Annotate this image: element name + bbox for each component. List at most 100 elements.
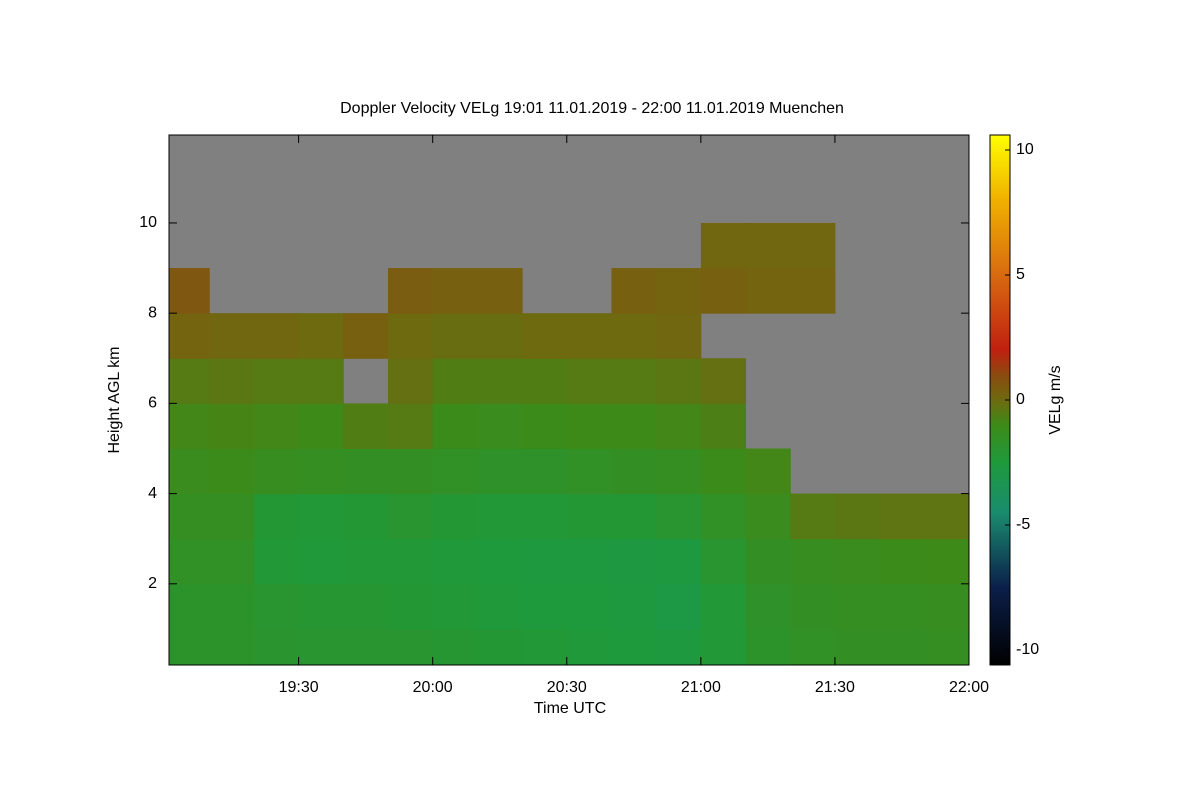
heatmap-cell <box>566 448 612 495</box>
heatmap-cell <box>387 493 434 540</box>
heatmap-cell <box>169 448 210 495</box>
heatmap-cell <box>477 493 523 540</box>
heatmap-cell <box>169 583 210 630</box>
heatmap-cell <box>700 583 747 630</box>
heatmap-cell <box>298 538 344 585</box>
heatmap-cell <box>432 493 478 540</box>
heatmap-cell <box>477 313 523 359</box>
heatmap-cell <box>477 403 523 449</box>
heatmap-cell <box>790 493 836 540</box>
chart-title: Doppler Velocity VELg 19:01 11.01.2019 -… <box>340 100 844 117</box>
heatmap-cell <box>343 583 389 630</box>
y-tick-label: 6 <box>148 395 157 412</box>
heatmap-cell <box>209 403 255 449</box>
heatmap-cell <box>522 628 568 666</box>
heatmap-cell <box>745 538 791 585</box>
heatmap-cell <box>611 583 657 630</box>
heatmap-cell <box>209 583 255 630</box>
heatmap-cell <box>432 448 478 495</box>
x-tick-label: 20:00 <box>413 679 453 696</box>
heatmap-cell <box>656 313 702 359</box>
heatmap-cell <box>700 358 747 404</box>
heatmap-cell <box>253 403 300 449</box>
heatmap-cell <box>656 268 702 314</box>
heatmap-cell <box>745 628 791 666</box>
heatmap-cell <box>611 448 657 495</box>
heatmap-cell <box>387 538 434 585</box>
heatmap-cell <box>387 313 434 359</box>
heatmap-cell <box>745 493 791 540</box>
heatmap-cell <box>522 493 568 540</box>
heatmap-cell <box>611 628 657 666</box>
colorbar-tick-label: 0 <box>1016 391 1025 408</box>
heatmap-cell <box>432 403 478 449</box>
heatmap-cell <box>656 583 702 630</box>
heatmap-cell <box>879 583 925 630</box>
heatmap-cell <box>343 493 389 540</box>
heatmap-cell <box>477 268 523 314</box>
heatmap-cell <box>477 538 523 585</box>
heatmap-cell <box>924 583 970 630</box>
heatmap-cell <box>169 313 210 359</box>
y-axis-label: Height AGL km <box>106 346 123 453</box>
x-tick-label: 19:30 <box>279 679 319 696</box>
heatmap-cell <box>253 313 300 359</box>
heatmap-cell <box>879 538 925 585</box>
heatmap-cell <box>169 538 210 585</box>
colorbar-tick-label: 10 <box>1016 141 1034 158</box>
y-tick-label: 8 <box>148 304 157 321</box>
heatmap-cell <box>924 628 970 666</box>
heatmap-cell <box>253 358 300 404</box>
heatmap-cell <box>522 358 568 404</box>
heatmap-cell <box>790 268 836 314</box>
heatmap-cell <box>298 493 344 540</box>
colorbar-tick-label: -5 <box>1016 516 1030 533</box>
heatmap-cell <box>169 268 210 314</box>
heatmap-cell <box>209 628 255 666</box>
heatmap-cell <box>834 583 881 630</box>
heatmap-cell <box>745 448 791 495</box>
heatmap-cell <box>169 358 210 404</box>
heatmap-cell <box>432 583 478 630</box>
heatmap-cell <box>343 628 389 666</box>
heatmap-cell <box>700 538 747 585</box>
x-tick-label: 22:00 <box>949 679 989 696</box>
heatmap-cell <box>298 358 344 404</box>
heatmap-cell <box>611 538 657 585</box>
heatmap-cell <box>209 448 255 495</box>
heatmap-cell <box>477 583 523 630</box>
heatmap-cell <box>834 628 881 666</box>
heatmap-cell <box>298 628 344 666</box>
heatmap-cell <box>387 583 434 630</box>
heatmap-cell <box>566 538 612 585</box>
heatmap-cell <box>253 448 300 495</box>
heatmap-cell <box>343 313 389 359</box>
heatmap-cell <box>879 628 925 666</box>
heatmap-cell <box>656 403 702 449</box>
heatmap-cell <box>387 403 434 449</box>
heatmap-cell <box>209 493 255 540</box>
heatmap-cell <box>169 493 210 540</box>
heatmap-cell <box>790 222 836 269</box>
heatmap-cell <box>656 538 702 585</box>
heatmap-cell <box>432 628 478 666</box>
heatmap-cell <box>343 538 389 585</box>
heatmap-cell <box>834 493 881 540</box>
heatmap-cell <box>611 358 657 404</box>
heatmap-cell <box>522 448 568 495</box>
heatmap-cell <box>432 268 478 314</box>
heatmap-cell <box>879 493 925 540</box>
heatmap-cell <box>522 538 568 585</box>
heatmap-cell <box>566 358 612 404</box>
heatmap-cell <box>924 538 970 585</box>
x-tick-label: 21:30 <box>815 679 855 696</box>
heatmap-cell <box>745 583 791 630</box>
heatmap-cell <box>834 538 881 585</box>
x-tick-label: 21:00 <box>681 679 721 696</box>
heatmap-cell <box>790 583 836 630</box>
heatmap-cell <box>700 628 747 666</box>
heatmap-cell <box>477 358 523 404</box>
heatmap-cell <box>343 448 389 495</box>
heatmap-cell <box>253 493 300 540</box>
